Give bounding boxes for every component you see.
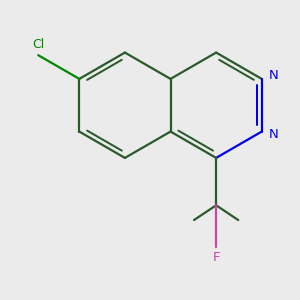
Text: F: F	[212, 251, 220, 264]
Text: N: N	[268, 69, 278, 82]
Text: N: N	[268, 128, 278, 141]
Text: Cl: Cl	[32, 38, 44, 51]
